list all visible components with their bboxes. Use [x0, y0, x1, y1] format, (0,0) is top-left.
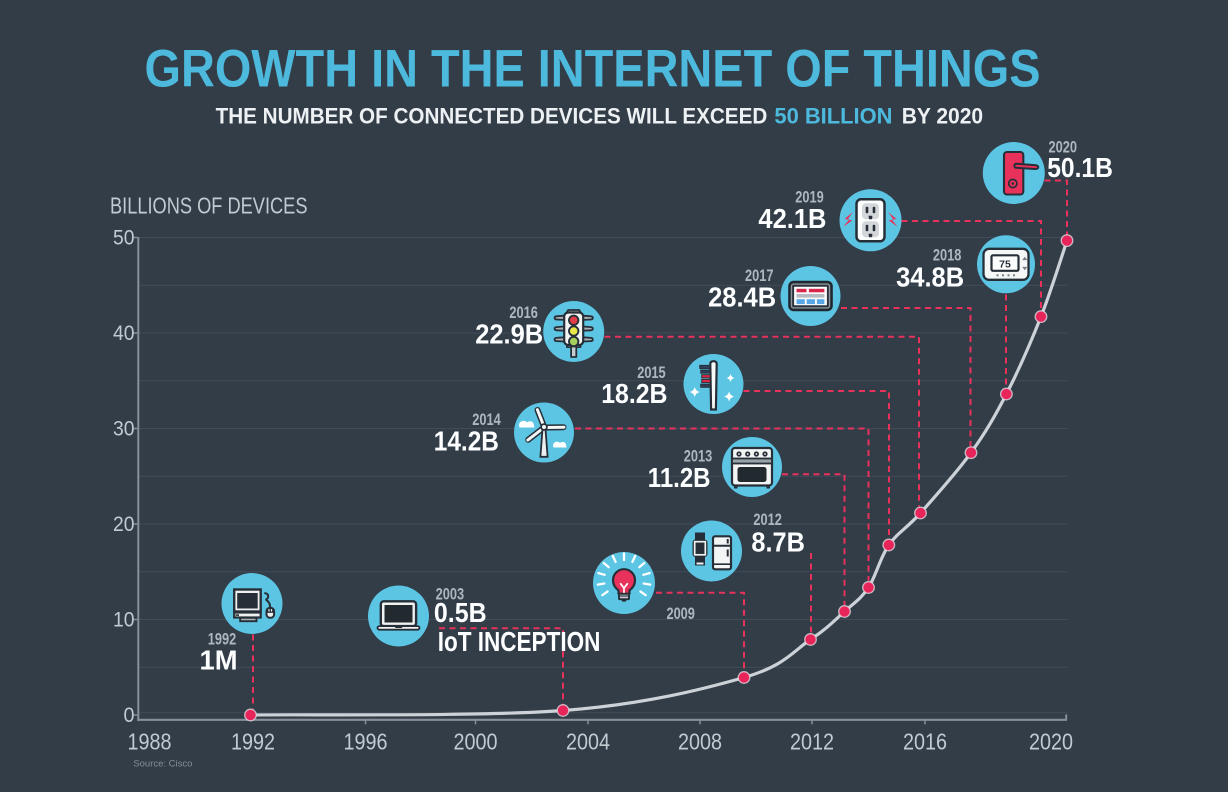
svg-text:1M: 1M [200, 645, 238, 676]
svg-text:1992: 1992 [208, 630, 237, 648]
svg-text:2013: 2013 [684, 448, 713, 466]
svg-text:10: 10 [113, 609, 135, 632]
svg-text:2016: 2016 [903, 729, 947, 755]
svg-text:0.5B: 0.5B [434, 597, 487, 628]
svg-text:18.2B: 18.2B [601, 378, 667, 409]
svg-text:2008: 2008 [678, 729, 722, 755]
svg-text:34.8B: 34.8B [896, 261, 964, 292]
svg-text:8.7B: 8.7B [751, 526, 805, 557]
svg-text:2020: 2020 [1049, 139, 1078, 157]
svg-text:BILLIONS OF DEVICES: BILLIONS OF DEVICES [110, 193, 308, 219]
svg-text:BY 2020: BY 2020 [902, 103, 983, 128]
svg-text:14.2B: 14.2B [434, 426, 499, 457]
svg-text:1996: 1996 [344, 729, 388, 755]
svg-text:2014: 2014 [472, 411, 501, 429]
svg-text:2019: 2019 [795, 189, 824, 207]
svg-text:2009: 2009 [666, 605, 695, 623]
svg-text:40: 40 [113, 322, 135, 345]
svg-text:2016: 2016 [509, 304, 538, 322]
svg-text:50.1B: 50.1B [1047, 152, 1113, 183]
svg-text:50: 50 [113, 227, 135, 250]
svg-text:2015: 2015 [637, 364, 666, 382]
svg-text:THE NUMBER OF CONNECTED DEVICE: THE NUMBER OF CONNECTED DEVICES WILL EXC… [216, 103, 768, 128]
svg-text:IoT INCEPTION: IoT INCEPTION [438, 626, 601, 657]
svg-text:11.2B: 11.2B [648, 462, 711, 493]
svg-text:2012: 2012 [753, 511, 782, 529]
svg-text:0: 0 [124, 704, 135, 727]
svg-text:2012: 2012 [790, 729, 834, 755]
svg-text:2004: 2004 [566, 729, 610, 755]
svg-text:20: 20 [113, 513, 135, 536]
svg-text:22.9B: 22.9B [475, 319, 543, 350]
svg-text:Source: Cisco: Source: Cisco [133, 759, 192, 770]
svg-text:75: 75 [999, 259, 1011, 271]
svg-text:2020: 2020 [1029, 729, 1073, 755]
svg-text:50 BILLION: 50 BILLION [774, 103, 892, 128]
svg-text:2017: 2017 [745, 267, 774, 285]
svg-text:42.1B: 42.1B [758, 203, 826, 234]
svg-text:1988: 1988 [128, 729, 172, 755]
svg-text:30: 30 [113, 418, 135, 441]
svg-text:2000: 2000 [454, 729, 498, 755]
svg-text:28.4B: 28.4B [708, 282, 776, 313]
svg-text:2003: 2003 [436, 586, 465, 604]
svg-text:1992: 1992 [231, 729, 275, 755]
svg-text:GROWTH IN THE INTERNET OF THIN: GROWTH IN THE INTERNET OF THINGS [145, 40, 1041, 99]
svg-text:2018: 2018 [933, 247, 962, 265]
